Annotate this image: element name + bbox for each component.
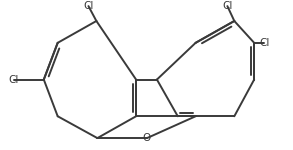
Text: Cl: Cl bbox=[9, 75, 19, 85]
Text: Cl: Cl bbox=[222, 1, 233, 11]
Text: Cl: Cl bbox=[83, 1, 94, 11]
Text: Cl: Cl bbox=[259, 38, 269, 48]
Text: O: O bbox=[143, 133, 151, 143]
